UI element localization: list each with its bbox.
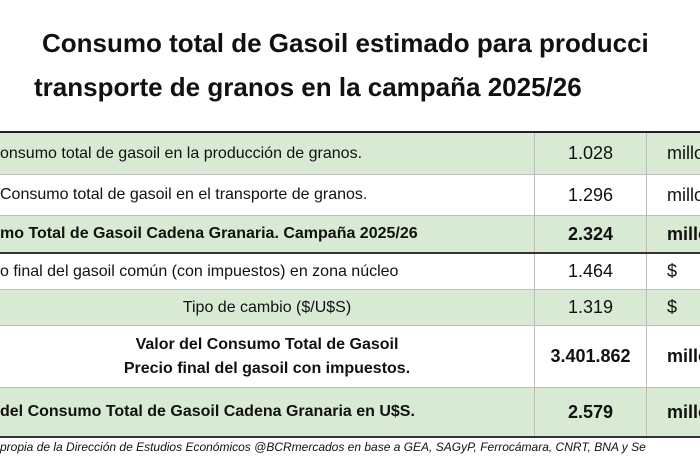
- table-row-valor-usd: del Consumo Total de Gasoil Cadena Grana…: [0, 388, 700, 438]
- table-row-total-consumo: mo Total de Gasoil Cadena Granaria. Camp…: [0, 216, 700, 254]
- table-row-precio-gasoil: o final del gasoil común (con impuestos)…: [0, 254, 700, 290]
- title-line-2: transporte de granos en la campaña 2025/…: [34, 72, 582, 102]
- row-label: Tipo de cambio ($/U$S): [0, 290, 535, 325]
- row-value: 1.028: [535, 133, 647, 174]
- row-value: 2.324: [535, 216, 647, 252]
- title-line-1: Consumo total de Gasoil estimado para pr…: [42, 28, 649, 58]
- row-value: 1.319: [535, 290, 647, 325]
- row-value: 1.464: [535, 254, 647, 289]
- row-value: 2.579: [535, 388, 647, 436]
- row-label: Valor del Consumo Total de Gasoil Precio…: [0, 326, 535, 387]
- table-row-produccion: onsumo total de gasoil en la producción …: [0, 133, 700, 175]
- row-unit: millo: [667, 401, 700, 422]
- row-label: del Consumo Total de Gasoil Cadena Grana…: [0, 388, 535, 436]
- row-unit: millo: [667, 184, 700, 205]
- row-label-line-1: Valor del Consumo Total de Gasoil: [135, 335, 399, 353]
- row-label: mo Total de Gasoil Cadena Granaria. Camp…: [0, 216, 535, 252]
- row-value: 1.296: [535, 175, 647, 215]
- data-table: onsumo total de gasoil en la producción …: [0, 131, 700, 438]
- row-label-line-2: Precio final del gasoil con impuestos.: [123, 359, 411, 377]
- row-unit: millo: [667, 143, 700, 163]
- source-footnote: propia de la Dirección de Estudios Econó…: [0, 440, 646, 454]
- table-row-valor-consumo: Valor del Consumo Total de Gasoil Precio…: [0, 326, 700, 388]
- row-label: onsumo total de gasoil en la producción …: [0, 133, 535, 174]
- row-unit: millo: [667, 223, 700, 244]
- row-unit: millo: [667, 346, 700, 366]
- row-unit: $: [667, 297, 678, 317]
- table-row-tipo-cambio: Tipo de cambio ($/U$S) 1.319 $: [0, 290, 700, 326]
- row-label: Consumo total de gasoil en el transporte…: [0, 175, 535, 215]
- row-unit: $: [667, 261, 678, 281]
- table-row-transporte: Consumo total de gasoil en el transporte…: [0, 175, 700, 216]
- row-label: o final del gasoil común (con impuestos)…: [0, 254, 535, 289]
- row-value: 3.401.862: [535, 326, 647, 387]
